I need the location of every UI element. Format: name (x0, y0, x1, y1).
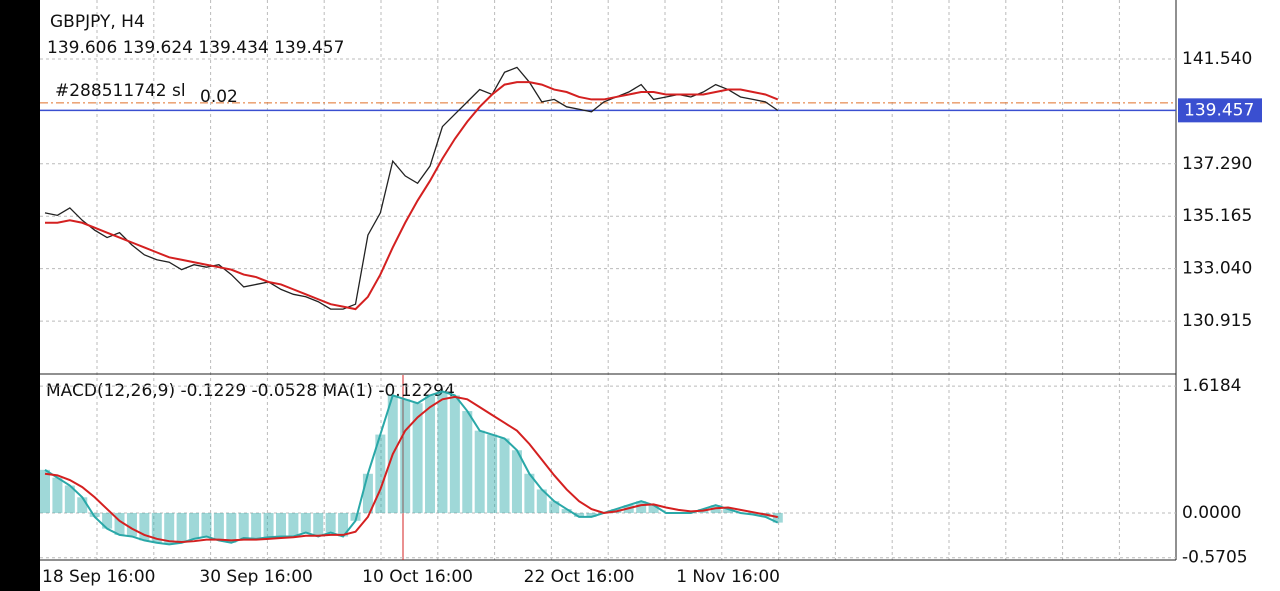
histogram-bar (176, 512, 187, 543)
histogram-bar (362, 473, 373, 513)
histogram-bar (52, 477, 63, 513)
series-line (44, 66, 779, 310)
histogram-bar (772, 512, 783, 523)
histogram-bar (114, 512, 125, 535)
series-line (45, 81, 779, 311)
histogram-bar (313, 512, 324, 537)
histogram-bar (549, 501, 560, 513)
histogram-bar (586, 512, 597, 517)
histogram-bar (400, 399, 411, 513)
order-label: #288511742 sl (55, 81, 186, 101)
histogram-bar (77, 497, 88, 513)
histogram-bar (574, 512, 585, 517)
series-line (44, 390, 779, 546)
histogram-bar (499, 438, 510, 513)
histogram-bar (64, 485, 75, 513)
order-volume: 0.02 (200, 87, 238, 107)
histogram-bar (126, 512, 137, 537)
histogram-bar (648, 505, 659, 513)
last-price-box (1178, 98, 1262, 123)
histogram-bar (723, 509, 734, 513)
histogram-bar (251, 512, 262, 539)
x-tick-label: 18 Sep 16:00 (42, 567, 155, 587)
histogram-bar (300, 512, 311, 533)
histogram-bar (338, 512, 349, 537)
last-price-label: 139.457 (1184, 100, 1254, 120)
histogram-bar (89, 512, 100, 517)
histogram-bar (462, 411, 473, 513)
histogram-bar (561, 509, 572, 513)
y-tick-label: 135.165 (1182, 206, 1252, 226)
histogram-bar (213, 512, 224, 541)
histogram-bar (102, 512, 113, 529)
histogram-bar (536, 489, 547, 513)
histogram-bar (636, 501, 647, 513)
histogram-bar (40, 469, 50, 513)
y-tick-label: -0.5705 (1182, 548, 1248, 568)
histogram-bar (238, 512, 249, 539)
histogram-bar (350, 512, 361, 521)
histogram-bar (139, 512, 150, 541)
histogram-bar (437, 391, 448, 513)
histogram-bar (275, 512, 286, 537)
histogram-bar (189, 512, 200, 539)
histogram-bar (201, 512, 212, 537)
histogram-bar (474, 430, 485, 513)
histogram-bar (524, 473, 535, 513)
histogram-bar (151, 512, 162, 543)
histogram-bar (487, 434, 498, 513)
histogram-bar (412, 403, 423, 513)
x-tick-label: 10 Oct 16:00 (362, 567, 473, 587)
x-tick-label: 1 Nov 16:00 (676, 567, 780, 587)
y-tick-label: 137.290 (1182, 154, 1252, 174)
y-tick-label: 133.040 (1182, 259, 1252, 279)
histogram-bar (375, 434, 386, 513)
x-tick-label: 30 Sep 16:00 (199, 567, 312, 587)
series-line (44, 395, 778, 543)
ohlc: 139.606 139.624 139.434 139.457 (47, 38, 344, 58)
histogram-bar (263, 512, 274, 538)
histogram-bar (164, 512, 175, 545)
y-tick-label: 130.915 (1182, 311, 1252, 331)
y-tick-label: 141.540 (1182, 49, 1252, 69)
histogram-bar (226, 512, 237, 543)
symbol-title: GBPJPY, H4 (50, 12, 145, 32)
x-tick-label: 22 Oct 16:00 (524, 567, 635, 587)
histogram-bar (288, 512, 299, 537)
histogram-bar (325, 512, 336, 533)
histogram-bar (425, 395, 436, 513)
histogram-bar (449, 395, 460, 513)
y-tick-label: 0.0000 (1182, 503, 1241, 523)
left-bar (0, 0, 40, 591)
histogram-bar (511, 450, 522, 513)
y-tick-label: 1.6184 (1182, 376, 1241, 396)
